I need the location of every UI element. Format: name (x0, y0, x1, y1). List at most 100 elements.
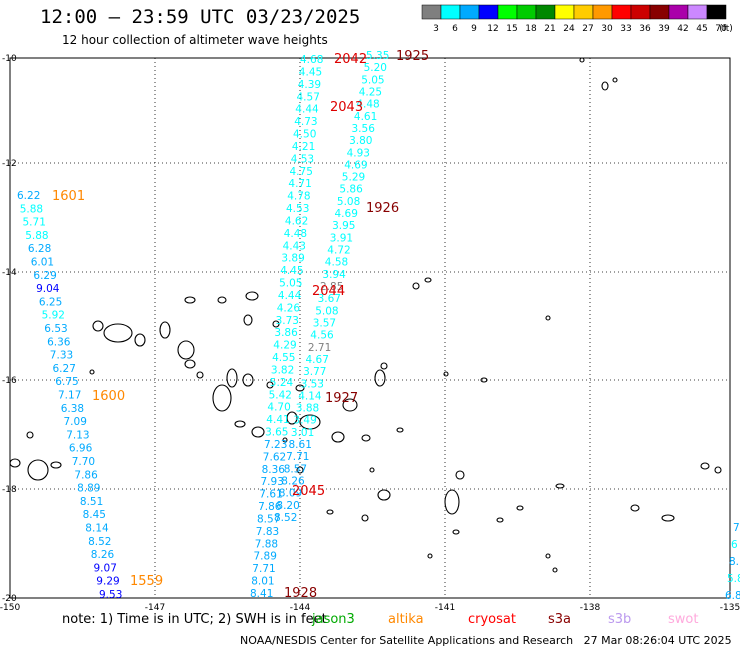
wave-height-mid-track: 3.86 (274, 327, 298, 339)
wave-height-mid-track: 8.57 (257, 514, 280, 526)
wave-height-mid-track: 4.62 (285, 215, 308, 227)
wave-height-right-track: 3.49 (293, 415, 316, 427)
wave-height-right-track: 4.14 (298, 390, 322, 402)
wave-height-left-track: 9.53 (99, 589, 122, 601)
wave-height-left-track: 6.01 (31, 257, 54, 269)
wave-height-mid-track: 7.23 (264, 439, 287, 451)
wave-height-mid-track: 4.73 (294, 116, 317, 128)
wave-height-right-track: 5.20 (364, 62, 387, 74)
wave-height-mid-track: 4.57 (297, 91, 320, 103)
wave-height-right-track: 2.85 (320, 281, 343, 293)
wave-height-mid-track: 4.55 (272, 352, 295, 364)
satellite-label-cryosat: cryosat (468, 612, 516, 627)
lat-tick-label: -16 (2, 376, 17, 386)
wave-height-mid-track: 5.05 (279, 278, 302, 290)
wave-height-mid-track: 7.89 (254, 551, 277, 563)
wave-height-left-track: 5.71 (23, 217, 46, 229)
wave-height-right-track: 8.57 (284, 463, 307, 475)
pass-time-label: 2042 (334, 52, 367, 67)
wave-height-mid-track: 4.45 (280, 265, 303, 277)
wave-height-left-track: 8.89 (77, 483, 100, 495)
lon-tick-label: -138 (580, 603, 601, 610)
pass-time-labels: 1601 1600 1559 2042 2043 2044 2045 1925 1926 1927… (52, 49, 429, 601)
wave-height-right-track: 4.69 (335, 208, 358, 220)
wave-height-right-track: 4.61 (354, 111, 377, 123)
wave-height-right-track: 8.09 (279, 488, 302, 500)
wave-height-left-track: 9.04 (36, 283, 60, 295)
wave-height-mid-track: 4.78 (287, 191, 310, 203)
wave-height-right-track: 4.67 (306, 354, 329, 366)
pass-time-label: 1925 (396, 49, 429, 64)
legend-label: 12 (487, 24, 498, 34)
wave-height-right-track: 3.94 (322, 269, 346, 281)
wave-height-mid-track: 7.62 (263, 451, 286, 463)
island-outlines (9, 57, 722, 573)
legend-label: 30 (601, 24, 613, 34)
wave-height-right-track: 4.25 (359, 87, 382, 99)
wave-height-mid-track: 4.39 (298, 79, 321, 91)
wave-height-left-track: 6.28 (28, 243, 51, 255)
pass-time-label: 2045 (292, 484, 325, 499)
wave-height-right-track: 3.91 (330, 232, 353, 244)
altimeter-tracks: 6.225.885.715.886.286.016.299.046.255.92… (17, 50, 740, 602)
wave-height-right-track: 4.69 (344, 159, 367, 171)
wave-height-right-track: 3.80 (349, 135, 372, 147)
wave-height-right-track: 3.67 (318, 293, 341, 305)
wave-height-left-track: 5.88 (25, 230, 48, 242)
lon-tick-label: -141 (435, 603, 455, 610)
wave-height-edge-track: 7 (733, 522, 740, 534)
wave-height-left-track: 7.09 (64, 416, 87, 428)
pass-time-label: 2044 (312, 284, 345, 299)
wave-height-mid-track: 4.43 (283, 240, 306, 252)
wave-height-right-track: 5.29 (342, 172, 365, 184)
credit-source: NOAA/NESDIS Center for Satellite Applica… (240, 634, 574, 647)
wave-height-mid-track: 4.70 (267, 402, 290, 414)
wave-height-mid-track: 8.36 (262, 464, 286, 476)
legend-label: 36 (639, 24, 651, 34)
wave-height-mid-track: 4.41 (266, 414, 289, 426)
wave-height-mid-track: 4.68 (300, 54, 323, 66)
wave-height-left-track: 6.96 (69, 443, 93, 455)
wave-height-right-track: 3.95 (332, 220, 355, 232)
wave-height-right-track: 5.05 (361, 74, 384, 86)
page-subtitle: 12 hour collection of altimeter wave hei… (62, 33, 328, 47)
wave-height-right-track: 4.58 (325, 257, 348, 269)
lat-tick-label: -14 (2, 268, 17, 278)
lat-tick-label: -20 (2, 594, 17, 604)
wave-height-mid-track: 8.01 (251, 576, 274, 588)
wave-height-mid-track: 4.75 (290, 166, 313, 178)
wave-height-edge-track: 6.8 (725, 590, 740, 602)
wave-height-mid-track: 7.61 (259, 489, 282, 501)
wave-height-left-track: 8.45 (83, 509, 106, 521)
wave-height-right-track: 4.72 (327, 245, 350, 257)
legend-label: 9 (471, 24, 477, 34)
wave-height-right-track: 5.35 (366, 50, 389, 62)
wave-height-mid-track: 4.45 (299, 66, 322, 78)
legend-label: 45 (696, 24, 707, 34)
wave-height-mid-track: 7.83 (256, 526, 279, 538)
wave-height-mid-track: 3.73 (276, 315, 299, 327)
wave-height-mid-track: 4.29 (273, 340, 296, 352)
wave-height-left-track: 5.92 (42, 310, 65, 322)
page-title: 12:00 – 23:59 UTC 03/23/2025 (40, 6, 361, 28)
wave-height-mid-track: 3.65 (265, 427, 288, 439)
wave-height-mid-track: 7.86 (258, 501, 282, 513)
lat-tick-label: -10 (2, 54, 17, 64)
wave-height-mid-track: 4.53 (286, 203, 309, 215)
lon-tick-label: -135 (720, 603, 740, 610)
legend-label: 33 (620, 24, 631, 34)
wave-height-left-track: 6.29 (33, 270, 56, 282)
wave-height-left-track: 8.26 (91, 549, 115, 561)
wave-height-right-track: 5.08 (315, 305, 338, 317)
wave-height-left-track: 7.70 (72, 456, 95, 468)
wave-height-left-track: 6.53 (44, 323, 67, 335)
color-legend: 3 6 9 12 15 18 21 24 27 30 33 36 39 42 45 70(ft) (421, 4, 733, 34)
wave-height-right-track: 3.77 (303, 366, 326, 378)
map-frame: 6.225.885.715.886.286.016.299.046.255.92… (0, 49, 740, 610)
wave-height-right-track: 8.26 (281, 476, 305, 488)
wave-height-right-track: 8.20 (276, 500, 299, 512)
legend-label: 18 (525, 24, 537, 34)
pass-time-label: 1601 (52, 189, 85, 204)
wave-height-edge-track: 8. (729, 556, 739, 568)
